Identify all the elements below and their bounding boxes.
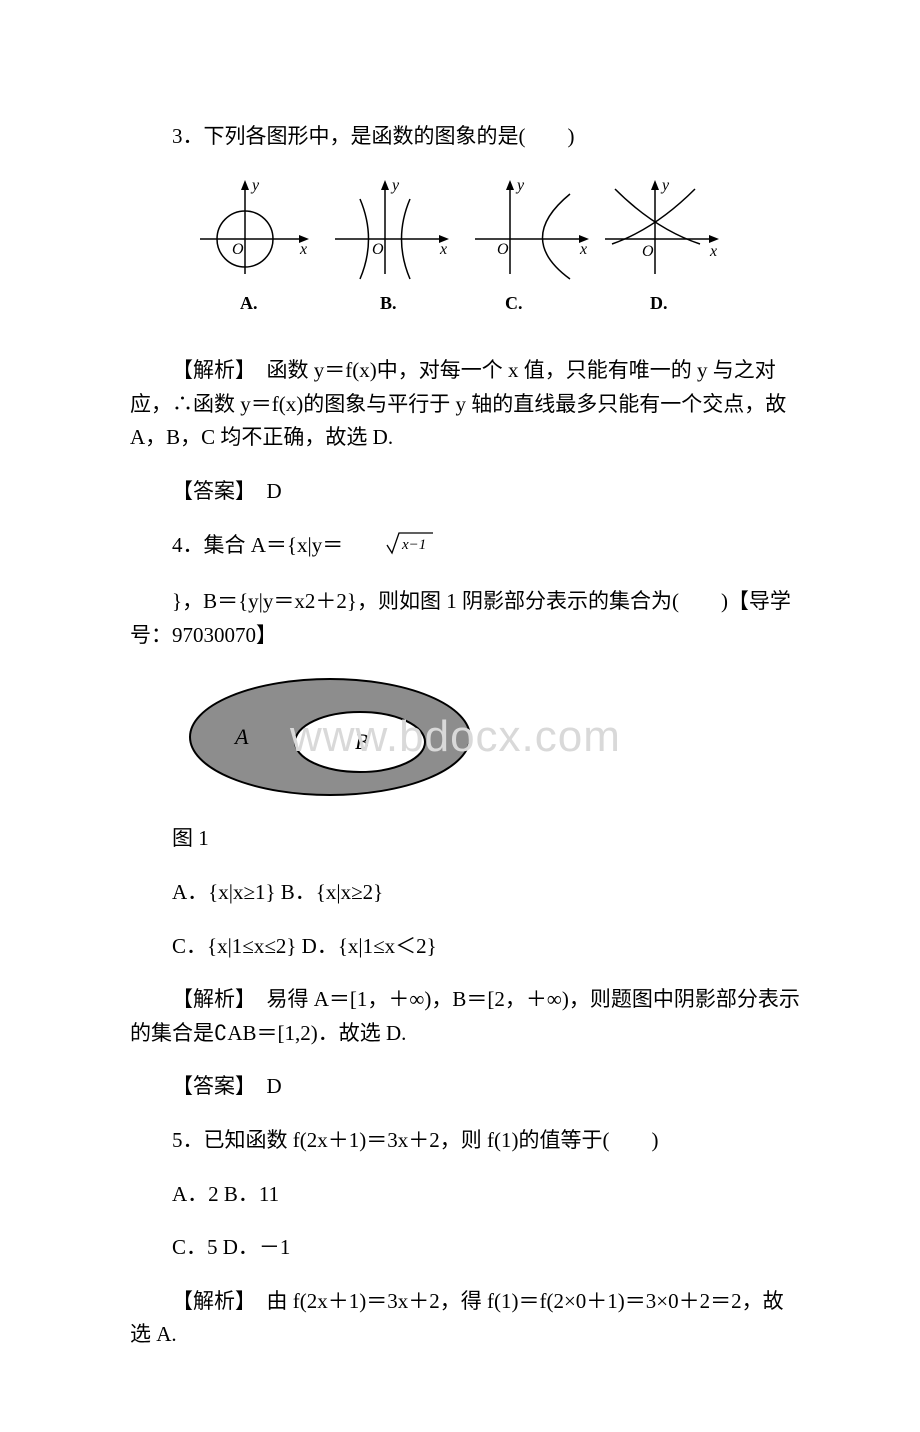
q5-analysis: 【解析】 由 f(2x＋1)＝3x＋2，得 f(1)＝f(2×0＋1)＝3×0＋… xyxy=(130,1285,800,1352)
sqrt-icon: x−1 xyxy=(343,529,435,566)
q3-answer: 【答案】 D xyxy=(130,475,800,509)
q4-options-cd: C．{x|1≤x≤2} D．{x|1≤x＜2} xyxy=(130,930,800,964)
q3-graphs: y x O A. y x O B. xyxy=(180,174,800,335)
svg-text:x: x xyxy=(579,241,587,258)
svg-text:D.: D. xyxy=(650,293,668,313)
svg-text:x: x xyxy=(709,243,717,260)
q3-stem: 3．下列各图形中，是函数的图象的是( ) xyxy=(130,120,800,154)
svg-text:O: O xyxy=(497,241,509,258)
q4-options-ab: A．{x|x≥1} B．{x|x≥2} xyxy=(130,876,800,910)
svg-text:O: O xyxy=(642,243,654,260)
sqrt-expr: x−1 xyxy=(401,537,426,553)
q5-stem: 5．已知函数 f(2x＋1)＝3x＋2，则 f(1)的值等于( ) xyxy=(130,1124,800,1158)
q4-venn: www.bdocx.com A B xyxy=(180,672,480,802)
q4-stem-line1: 4．集合 A＝{x|y＝ x−1 xyxy=(130,529,800,566)
q3-analysis: 【解析】 函数 y＝f(x)中，对每一个 x 值，只能有唯一的 y 与之对应，∴… xyxy=(130,354,800,455)
svg-text:x: x xyxy=(299,241,307,258)
svg-text:y: y xyxy=(250,177,260,194)
svg-text:y: y xyxy=(390,177,400,194)
q4-stem-prefix: 4．集合 A＝{x|y＝ xyxy=(172,533,343,557)
svg-text:y: y xyxy=(660,177,670,194)
q5-options-ab: A．2 B．11 xyxy=(130,1178,800,1212)
svg-text:B: B xyxy=(355,729,368,754)
svg-text:C.: C. xyxy=(505,293,523,313)
q5-options-cd: C．5 D．－1 xyxy=(130,1231,800,1265)
svg-text:A: A xyxy=(233,724,249,749)
svg-text:y: y xyxy=(515,177,525,194)
q4-stem-line2: }，B＝{y|y＝x2＋2}，则如图 1 阴影部分表示的集合为( )【导学号：9… xyxy=(130,585,800,652)
svg-text:O: O xyxy=(372,241,384,258)
q4-answer: 【答案】 D xyxy=(130,1070,800,1104)
q4-analysis: 【解析】 易得 A＝[1，＋∞)，B＝[2，＋∞)，则题图中阴影部分表示的集合是… xyxy=(130,983,800,1050)
svg-text:x: x xyxy=(439,241,447,258)
svg-text:A.: A. xyxy=(240,293,258,313)
svg-text:B.: B. xyxy=(380,293,397,313)
q4-caption: 图 1 xyxy=(130,822,800,856)
svg-text:O: O xyxy=(232,241,244,258)
